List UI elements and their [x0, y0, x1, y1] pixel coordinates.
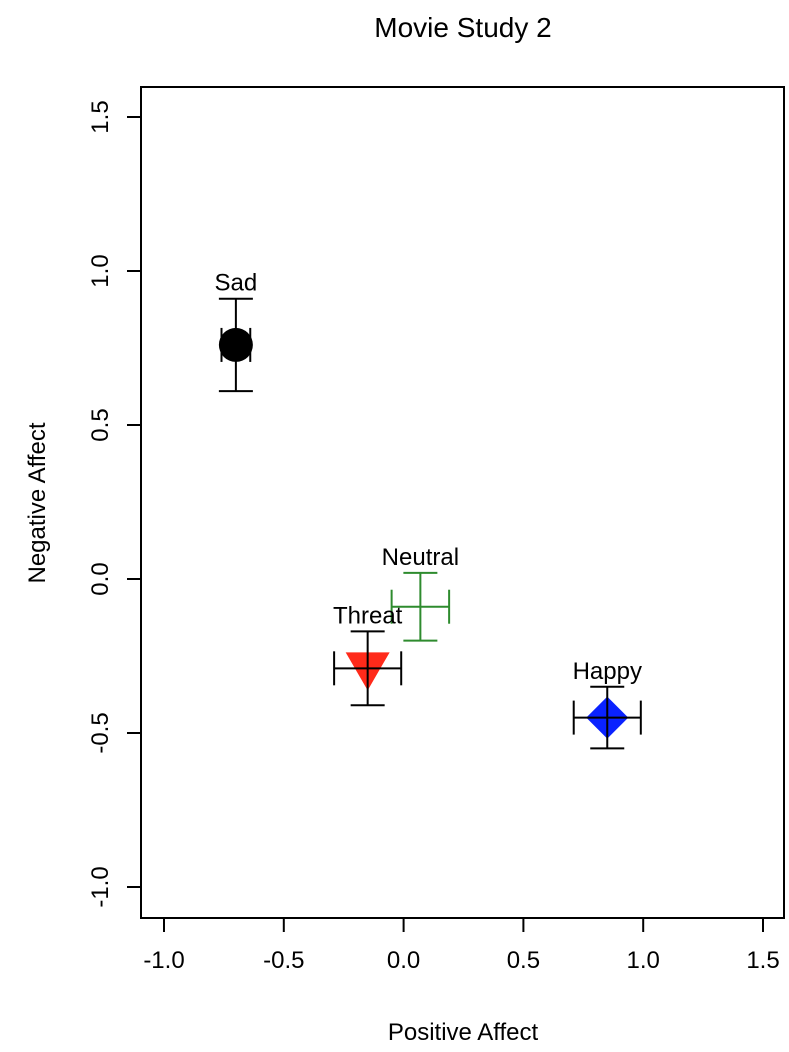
- y-tick-label: 1.5: [87, 100, 114, 133]
- y-axis: -1.0 -0.5 0.0 0.5 1.0 1.5: [87, 100, 141, 908]
- x-tick-label: 1.5: [746, 947, 779, 974]
- x-tick-label: 0.5: [507, 947, 540, 974]
- y-tick-label: 1.0: [87, 254, 114, 287]
- x-tick-label: 0.0: [387, 947, 420, 974]
- y-axis-label: Negative Affect: [24, 422, 51, 583]
- x-axis-label: Positive Affect: [388, 1019, 539, 1046]
- point-label-threat: Threat: [333, 602, 403, 629]
- chart-title: Movie Study 2: [374, 12, 551, 43]
- plot-frame: [140, 86, 785, 919]
- point-label-neutral: Neutral: [382, 544, 459, 571]
- point-threat: Threat: [333, 602, 403, 707]
- point-label-sad: Sad: [215, 270, 258, 297]
- point-label-happy: Happy: [573, 658, 642, 685]
- y-tick-label: 0.5: [87, 408, 114, 441]
- x-tick-label: 1.0: [627, 947, 660, 974]
- point-happy: Happy: [573, 658, 642, 750]
- y-tick-label: -0.5: [87, 712, 114, 753]
- point-neutral: Neutral: [382, 544, 459, 642]
- x-tick-label: -1.0: [143, 947, 184, 974]
- y-tick-label: 0.0: [87, 562, 114, 595]
- x-axis: -1.0 -0.5 0.0 0.5 1.0 1.5: [143, 918, 780, 974]
- point-sad: Sad: [215, 270, 258, 393]
- y-tick-label: -1.0: [87, 866, 114, 907]
- x-tick-label: -0.5: [263, 947, 304, 974]
- data-marks: Sad Neutral Threat Happy: [215, 270, 642, 750]
